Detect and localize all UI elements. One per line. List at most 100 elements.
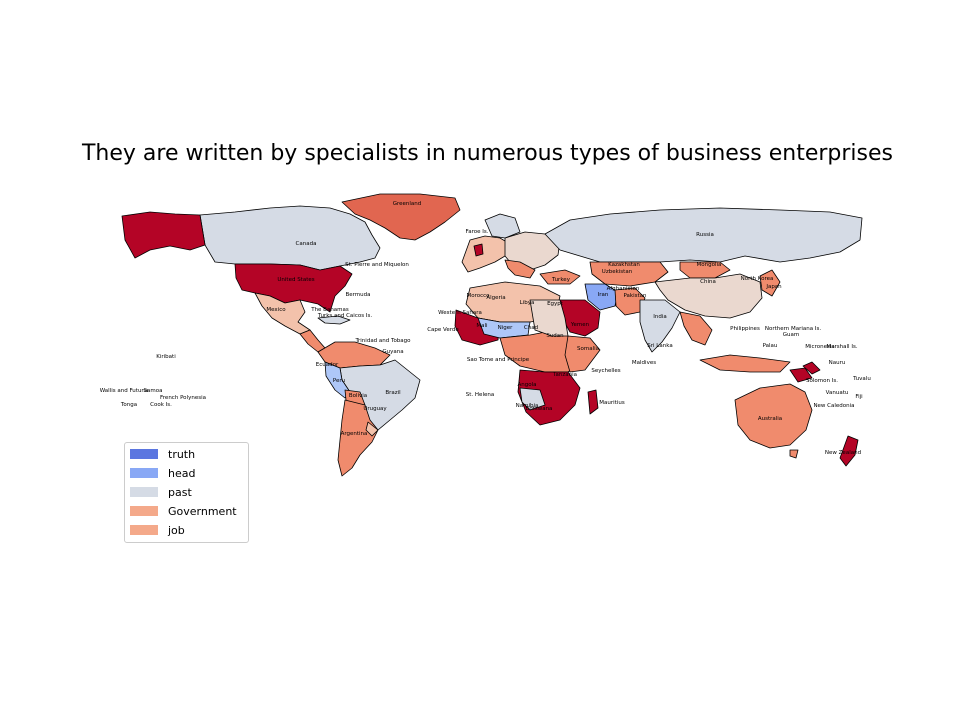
place-label: Botswana xyxy=(526,406,553,412)
place-label: Argentina xyxy=(341,431,368,437)
legend-entry: head xyxy=(130,466,195,480)
place-label: Peru xyxy=(333,378,345,384)
place-label: Samoa xyxy=(144,388,163,394)
place-label: New Zealand xyxy=(825,450,861,456)
legend-entry: truth xyxy=(130,447,195,461)
region-australia xyxy=(734,383,813,449)
place-label: Fiji xyxy=(855,394,863,400)
place-label: Russia xyxy=(696,232,714,238)
legend-label: truth xyxy=(168,447,196,461)
place-label: Micronesia xyxy=(805,344,834,350)
place-label: Sri Lanka xyxy=(647,343,672,349)
place-label: New Caledonia xyxy=(813,403,854,409)
place-label: Bermuda xyxy=(345,292,370,298)
place-label: Algeria xyxy=(486,295,505,301)
place-label: Chad xyxy=(524,325,538,331)
legend-label: head xyxy=(168,466,196,480)
region-india xyxy=(639,299,681,353)
region-korea-japan xyxy=(759,269,781,297)
region-southeast-asia xyxy=(679,311,713,346)
place-label: Tanzania xyxy=(552,372,577,378)
legend-entry: past xyxy=(130,485,192,499)
place-label: Libya xyxy=(520,300,535,306)
region-png xyxy=(789,367,813,383)
place-label: Sao Tome and Principe xyxy=(467,357,530,363)
place-label: Turks and Caicos Is. xyxy=(317,313,372,319)
region-canada xyxy=(199,205,381,271)
region-madagascar xyxy=(587,389,599,415)
map-title: They are written by specialists in numer… xyxy=(81,141,894,166)
place-label: Japan xyxy=(765,284,782,290)
region-united-states xyxy=(234,263,353,313)
place-label: Philippines xyxy=(730,326,760,332)
place-label: North Korea xyxy=(741,276,774,282)
legend-swatch xyxy=(130,449,158,459)
place-label: Tonga xyxy=(120,402,137,408)
place-label: Kiribati xyxy=(156,354,176,360)
region-central-america xyxy=(299,329,326,353)
legend-entry: Government xyxy=(130,504,237,518)
region-uruguay xyxy=(365,421,379,437)
place-label: Tuvalu xyxy=(852,376,871,382)
legend-swatch xyxy=(130,525,158,535)
region-indonesia xyxy=(699,354,791,373)
legend-swatch xyxy=(130,468,158,478)
place-label: Canada xyxy=(296,241,317,247)
region-italy-balkans xyxy=(504,259,536,279)
place-label: Mali xyxy=(476,323,488,329)
region-new-guinea-east xyxy=(802,361,821,375)
place-label: Vanuatu xyxy=(826,390,849,396)
place-label: Cape Verde xyxy=(427,327,459,333)
region-cuba-caribbean xyxy=(317,315,351,325)
map-legend: truth head past Government job xyxy=(124,442,249,543)
place-label: Greenland xyxy=(393,201,422,207)
legend-entry: job xyxy=(130,523,185,537)
place-label: Wallis and Futuna xyxy=(100,388,149,394)
place-label: Kazakhstan xyxy=(608,262,640,268)
legend-label: Government xyxy=(168,504,237,518)
region-new-zealand xyxy=(839,435,859,467)
place-label: St. Helena xyxy=(466,392,494,398)
region-greenland xyxy=(341,193,461,241)
region-china xyxy=(654,273,763,319)
place-label: Uzbekistan xyxy=(602,269,633,275)
place-label: Cook Is. xyxy=(150,402,172,408)
place-label: St. Pierre and Miquelon xyxy=(345,262,409,268)
region-east-africa xyxy=(564,335,601,373)
place-label: United States xyxy=(277,277,314,283)
place-label: Somalia xyxy=(577,346,599,352)
place-label: Guam xyxy=(783,332,799,338)
place-label: Sudan xyxy=(546,333,564,339)
region-alaska xyxy=(121,211,206,259)
place-label: Uruguay xyxy=(363,406,387,412)
place-label: Yemen xyxy=(570,322,590,328)
region-argentina-chile xyxy=(337,399,379,477)
place-label: Bolivia xyxy=(349,393,367,399)
place-label: Mauritius xyxy=(599,400,625,406)
legend-label: job xyxy=(168,523,185,537)
place-label: Morocco xyxy=(466,293,490,299)
region-uk xyxy=(473,243,484,257)
place-label: The Bahamas xyxy=(310,307,349,313)
place-label: Iran xyxy=(598,292,609,298)
legend-swatch xyxy=(130,487,158,497)
place-label: Angola xyxy=(517,382,536,388)
place-label: Marshall Is. xyxy=(826,344,857,350)
place-label: Australia xyxy=(758,416,782,422)
place-label: Trinidad and Tobago xyxy=(354,338,411,344)
place-label: Egypt xyxy=(547,301,564,307)
place-label: Northern Mariana Is. xyxy=(765,326,822,332)
region-turkey xyxy=(539,269,581,285)
place-label: Niger xyxy=(498,325,514,331)
legend-swatch xyxy=(130,506,158,516)
place-label: Guyana xyxy=(382,349,403,355)
region-namibia-botswana xyxy=(519,387,546,411)
place-label: Seychelles xyxy=(591,368,620,374)
place-label: Mexico xyxy=(266,307,286,313)
place-label: Pakistan xyxy=(623,293,647,299)
place-label: India xyxy=(653,314,667,320)
place-label: Brazil xyxy=(385,390,401,396)
place-label: China xyxy=(700,279,716,285)
